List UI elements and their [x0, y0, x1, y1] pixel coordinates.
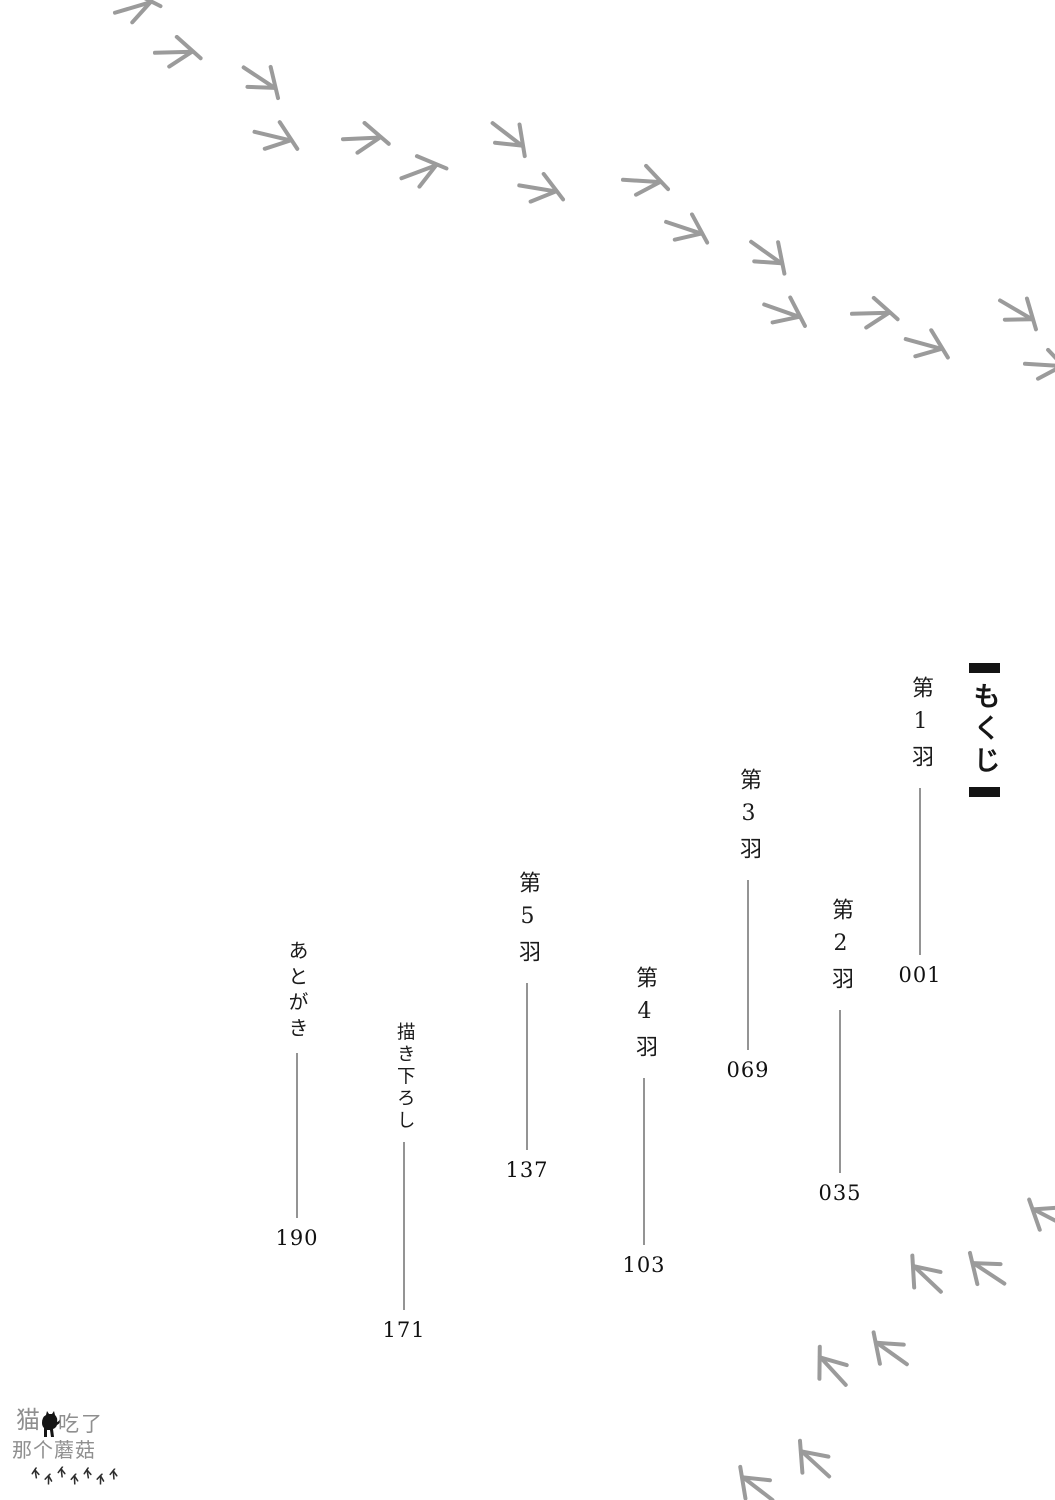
bird-footprint-icon	[1016, 1188, 1055, 1243]
bird-footprint-icon	[619, 161, 673, 202]
tiny-footprint-icon	[57, 1466, 66, 1478]
watermark-text: 猫	[16, 1406, 40, 1434]
tiny-footprint-icon	[109, 1468, 118, 1480]
toc-entry-page: 103	[622, 1253, 666, 1277]
bird-footprint-icon	[340, 120, 391, 156]
toc-entry: 第3羽 069	[708, 768, 788, 1081]
bird-footprint-icon	[724, 1457, 784, 1500]
title-top-bar	[968, 663, 1000, 673]
toc-entry: 第1羽 001	[880, 676, 960, 986]
bird-footprint-icon	[858, 1322, 918, 1380]
toc-entry-line	[526, 983, 528, 1150]
toc-entry-label: 第3羽	[736, 768, 761, 870]
toc-entry-label: あとがき	[285, 940, 309, 1043]
toc-entry-label: 第4羽	[632, 966, 657, 1068]
tiny-footprint-icon	[96, 1473, 105, 1485]
bird-footprint-icon	[955, 1242, 1015, 1300]
toc-entry: 第2羽 035	[800, 898, 880, 1204]
toc-entry-line	[839, 1010, 841, 1173]
bird-footprint-icon	[514, 166, 571, 211]
bird-footprint-icon	[895, 1246, 954, 1306]
toc-entry-label: 描き下ろし	[394, 1022, 416, 1132]
bird-footprint-icon	[658, 204, 717, 255]
bird-footprint-icon	[899, 320, 958, 369]
bird-footprint-icon	[152, 34, 204, 71]
bird-footprint-icon	[990, 284, 1050, 341]
scanlation-watermark: 猫 吃了 那个蘑菇	[12, 1402, 132, 1494]
bird-footprint-icon	[248, 113, 306, 161]
bird-footprint-icon	[801, 1338, 859, 1398]
toc-entry-page: 171	[382, 1318, 426, 1342]
bird-footprint-icon	[756, 286, 816, 337]
toc-entry-label: 第2羽	[828, 898, 853, 1000]
toc-entry-page: 035	[818, 1181, 862, 1205]
toc-entry-line	[919, 788, 921, 955]
bird-footprint-icon	[394, 147, 451, 193]
toc-entry-page: 069	[726, 1058, 770, 1082]
toc-entry-line	[747, 880, 749, 1050]
tiny-footprint-icon	[44, 1473, 53, 1485]
toc-entry-line	[643, 1078, 645, 1245]
toc-title: もくじ	[959, 663, 1009, 797]
toc-entry: あとがき 190	[257, 940, 337, 1249]
toc-entry-page: 137	[505, 1158, 549, 1182]
bird-footprint-icon	[1021, 345, 1055, 386]
watermark-text: 吃了	[58, 1412, 104, 1436]
tiny-footprint-icon	[83, 1467, 92, 1479]
toc-entry-label: 第5羽	[515, 871, 540, 973]
toc-entry-line	[403, 1142, 405, 1310]
tiny-footprint-icon	[70, 1473, 79, 1485]
cat-silhouette-icon	[39, 1410, 61, 1440]
toc-title-text: もくじ	[968, 682, 1000, 778]
toc-entry: 描き下ろし 171	[364, 1022, 444, 1341]
bird-footprint-icon	[740, 226, 800, 284]
toc-entry-page: 190	[275, 1226, 319, 1250]
toc-entry: 第4羽 103	[604, 966, 684, 1276]
toc-entry: 第5羽 137	[487, 871, 567, 1181]
bird-footprint-icon	[233, 51, 293, 109]
watermark-text: 那个蘑菇	[12, 1438, 96, 1462]
bird-footprint-icon	[109, 0, 165, 28]
toc-entry-label: 第1羽	[908, 676, 933, 778]
bird-footprint-icon	[849, 295, 901, 332]
toc-entry-line	[296, 1053, 298, 1218]
toc-entry-page: 001	[898, 963, 942, 987]
tiny-footprint-icon	[31, 1467, 40, 1479]
title-bottom-bar	[968, 787, 1000, 797]
bird-footprint-icon	[481, 108, 541, 167]
bird-footprint-icon	[783, 1431, 842, 1491]
